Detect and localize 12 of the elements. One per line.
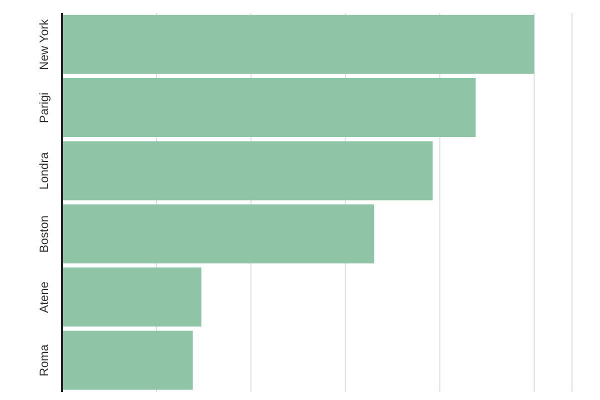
y-tick-label: Roma — [37, 344, 51, 376]
bar — [62, 268, 202, 327]
bar — [62, 141, 433, 200]
y-tick-label: New York — [37, 18, 51, 70]
bar — [62, 14, 534, 74]
y-tick-label: Boston — [37, 215, 51, 253]
y-tick-label: Atene — [37, 281, 51, 313]
y-tick-label: Londra — [37, 152, 51, 190]
bar — [62, 78, 476, 138]
bar — [62, 204, 374, 264]
bar — [62, 330, 193, 390]
y-tick-label: Parigi — [37, 92, 51, 124]
